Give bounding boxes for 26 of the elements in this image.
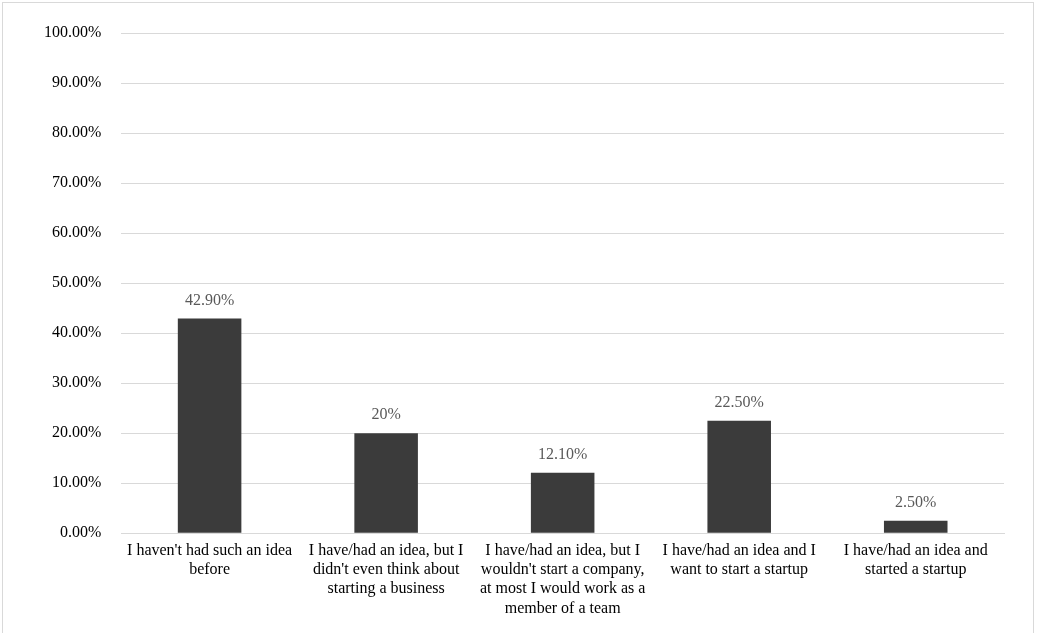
y-tick-label: 0.00%: [60, 523, 102, 541]
y-tick-label: 60.00%: [52, 223, 102, 241]
data-label: 20%: [371, 405, 401, 423]
y-tick-label: 70.00%: [52, 173, 102, 191]
x-tick-label: I have/had an idea and started a startup: [843, 541, 988, 579]
x-tick-label: I have/had an idea, but I didn't even think about starting a business: [308, 541, 464, 598]
bar: [707, 420, 771, 533]
data-label: 12.10%: [538, 444, 588, 462]
x-tick-label: I haven't had such an idea before: [127, 541, 293, 578]
y-tick-label: 90.00%: [52, 73, 102, 91]
bar: [177, 318, 242, 533]
y-tick-label: 10.00%: [52, 473, 102, 491]
data-label: 2.50%: [895, 492, 937, 510]
y-tick-label: 100.00%: [44, 23, 102, 41]
x-tick-label: I have/had an idea and I want to start a startup: [662, 541, 816, 579]
y-tick-label: 30.00%: [52, 373, 102, 391]
bar: [354, 433, 418, 533]
bar: [883, 520, 948, 533]
x-tick-label: I have/had an idea, but I wouldn't start a company, at most I would work as a member of a team: [480, 541, 646, 616]
bar: [530, 472, 595, 533]
data-label: 42.90%: [184, 290, 235, 308]
y-tick-label: 50.00%: [52, 273, 102, 291]
data-label: 22.50%: [714, 392, 764, 410]
y-tick-label: 20.00%: [52, 423, 102, 441]
y-tick-label: 80.00%: [52, 123, 102, 141]
y-tick-label: 40.00%: [52, 323, 102, 341]
